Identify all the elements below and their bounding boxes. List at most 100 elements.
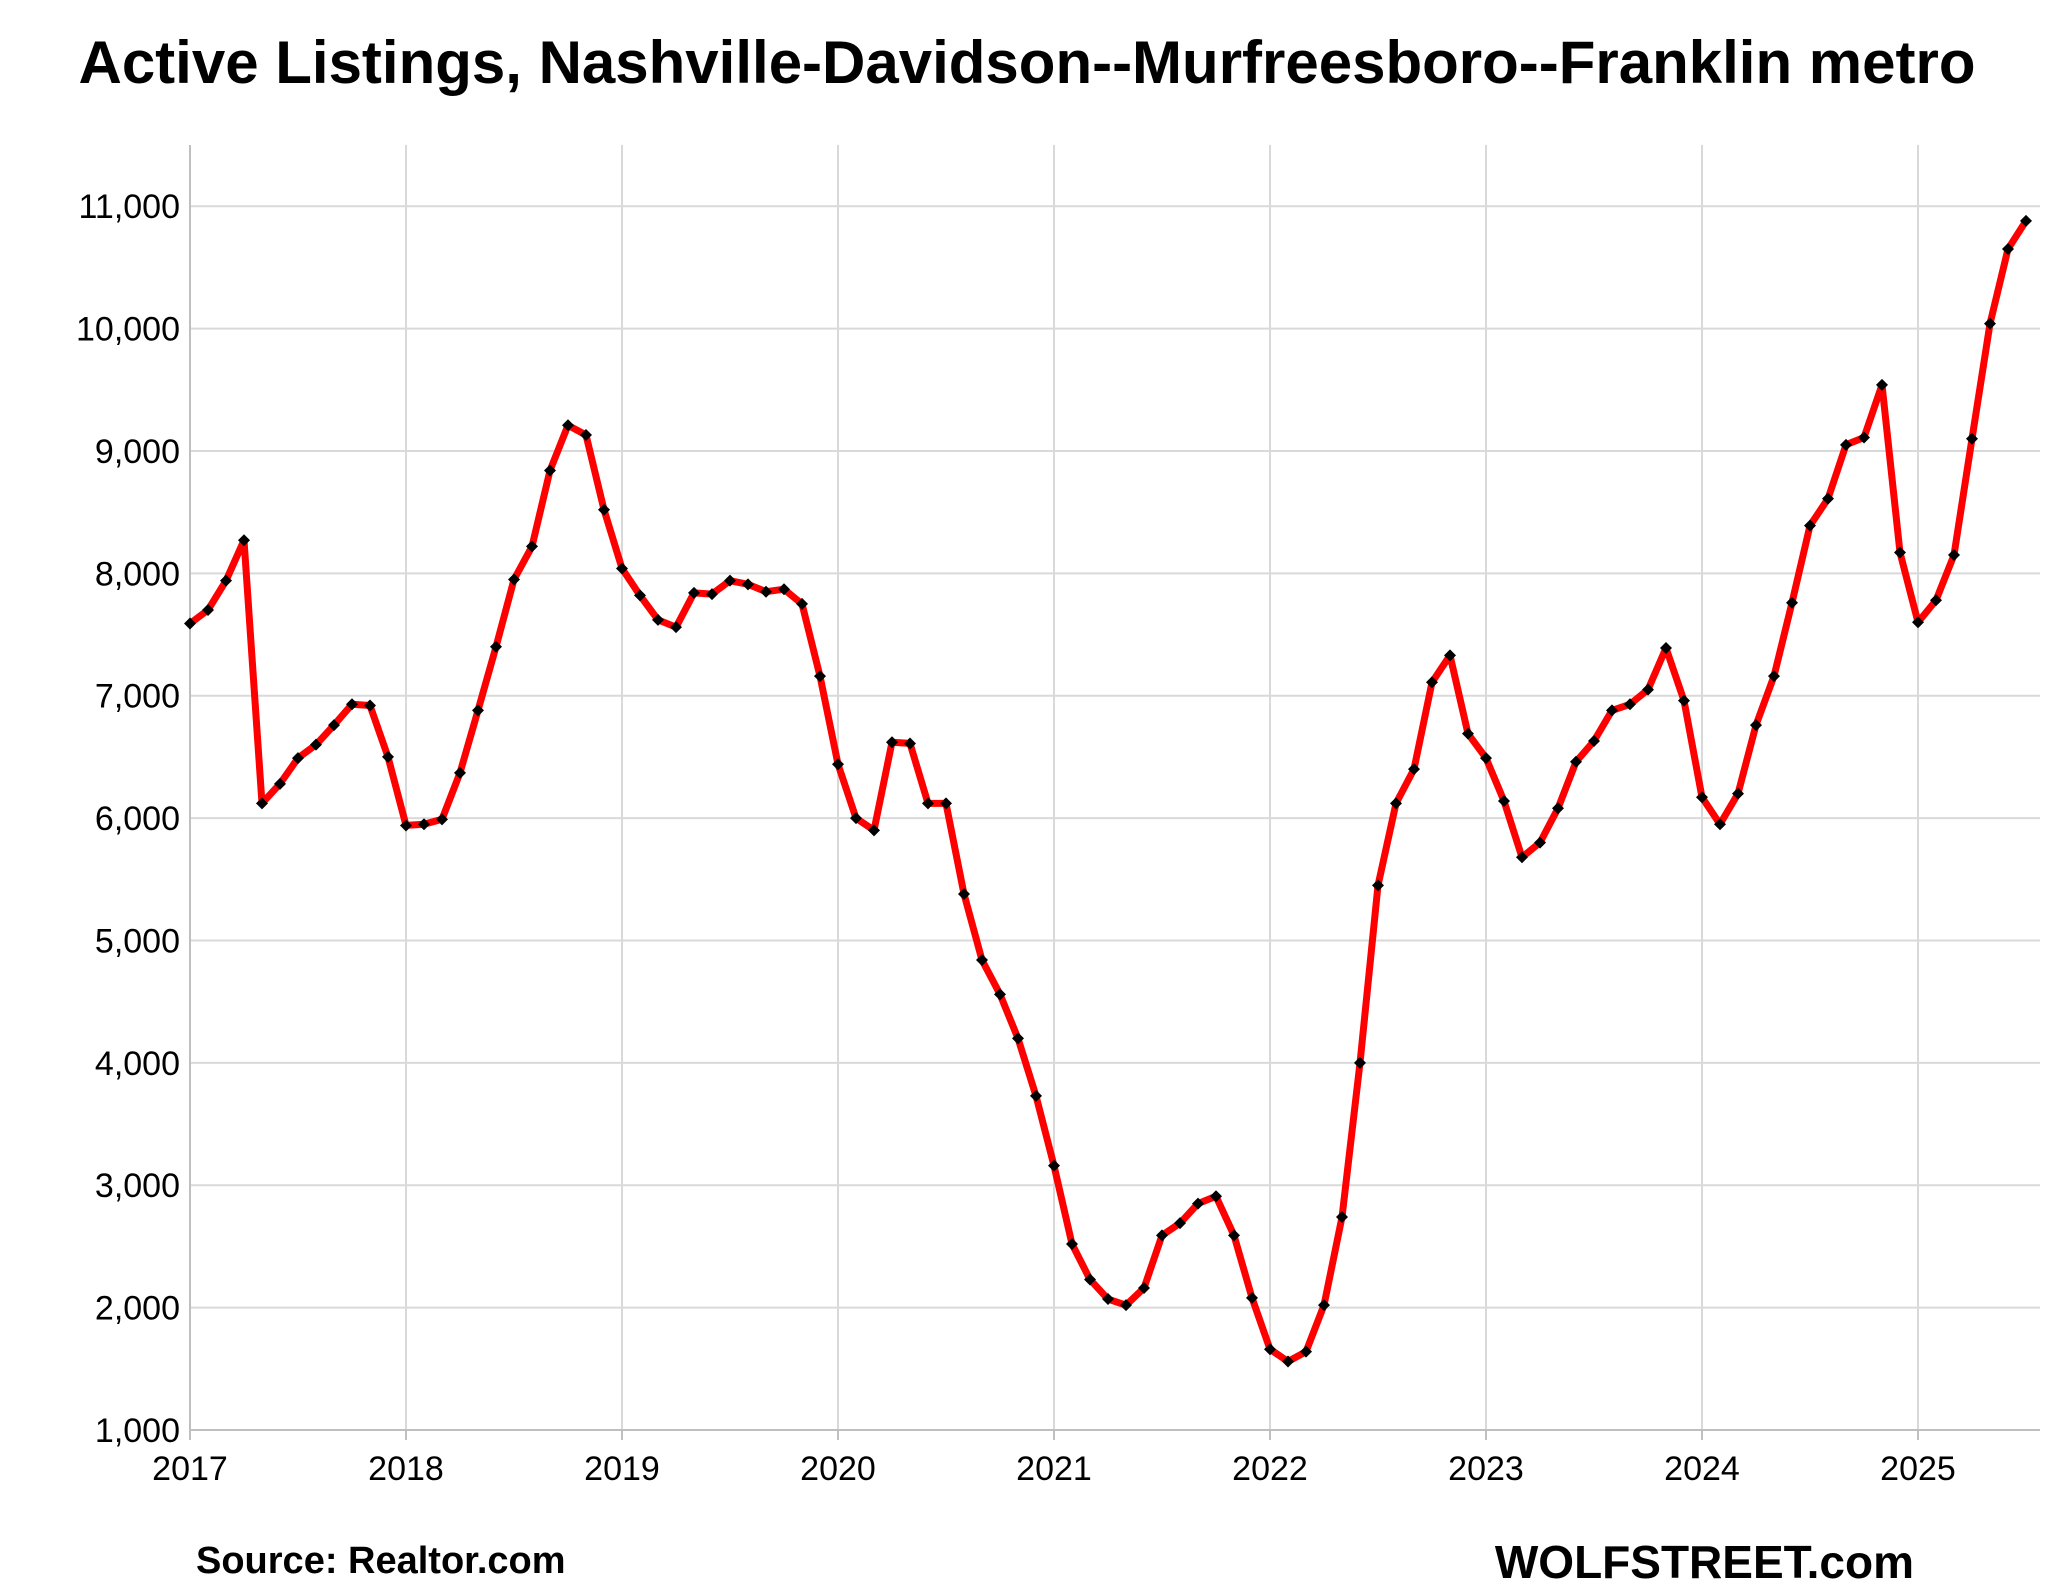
data-point — [1066, 1237, 1078, 1250]
data-point — [1768, 670, 1780, 683]
data-point — [310, 738, 322, 751]
data-point — [706, 588, 718, 601]
data-point — [994, 988, 1006, 1001]
data-point — [1606, 704, 1618, 717]
data-point — [1246, 1291, 1258, 1304]
data-point — [904, 737, 916, 750]
data-point — [1228, 1229, 1240, 1242]
gridlines — [190, 145, 2040, 1430]
data-point — [220, 574, 232, 587]
data-point — [778, 583, 790, 596]
data-point — [1966, 432, 1978, 445]
data-point — [1426, 676, 1438, 689]
data-point — [1462, 727, 1474, 740]
data-point — [1858, 431, 1870, 444]
data-point — [1840, 438, 1852, 451]
data-point — [274, 777, 286, 790]
data-point — [1984, 317, 1996, 330]
data-point — [346, 698, 358, 711]
data-point — [868, 824, 880, 837]
data-point — [1750, 719, 1762, 732]
y-tick-label: 3,000 — [95, 1167, 180, 1205]
data-point — [1138, 1282, 1150, 1295]
chart-title: Active Listings, Nashville-Davidson--Mur… — [78, 29, 1976, 96]
y-tick-label: 6,000 — [95, 800, 180, 838]
data-point — [940, 797, 952, 810]
y-tick-label: 5,000 — [95, 922, 180, 960]
x-tick-label: 2022 — [1232, 1450, 1308, 1488]
x-tick-label: 2021 — [1016, 1450, 1092, 1488]
data-point — [1210, 1190, 1222, 1203]
data-point — [364, 699, 376, 712]
x-tick-label: 2020 — [800, 1450, 876, 1488]
data-point — [1120, 1299, 1132, 1312]
data-point — [652, 613, 664, 626]
series-lines — [186, 217, 2030, 1365]
data-point — [1174, 1217, 1186, 1230]
data-point — [1948, 548, 1960, 561]
data-point — [1030, 1089, 1042, 1102]
data-point — [1930, 594, 1942, 607]
data-point — [238, 534, 250, 547]
data-point — [1084, 1273, 1096, 1286]
data-point — [1516, 851, 1528, 864]
x-tick-label: 2025 — [1880, 1450, 1956, 1488]
axes — [189, 145, 2040, 1440]
data-point — [724, 574, 736, 587]
x-tick-label: 2019 — [584, 1450, 660, 1488]
data-point — [616, 562, 628, 575]
data-point — [292, 752, 304, 765]
data-point — [1642, 683, 1654, 696]
data-point — [1876, 378, 1888, 391]
data-point — [1822, 492, 1834, 505]
data-point — [760, 585, 772, 598]
data-point — [1588, 734, 1600, 747]
data-point — [814, 670, 826, 683]
data-point — [1804, 519, 1816, 532]
y-tick-label: 10,000 — [76, 311, 180, 349]
y-tick-label: 11,000 — [79, 188, 180, 226]
data-point — [454, 766, 466, 779]
data-point — [1102, 1293, 1114, 1306]
data-point — [1156, 1229, 1168, 1242]
data-point — [1336, 1211, 1348, 1224]
data-point — [184, 617, 196, 630]
data-point — [400, 819, 412, 832]
data-point — [1300, 1345, 1312, 1358]
data-point — [922, 797, 934, 810]
data-point — [1390, 797, 1402, 810]
data-point — [544, 464, 556, 477]
data-point — [1264, 1343, 1276, 1356]
data-point — [670, 621, 682, 634]
data-point — [1696, 791, 1708, 804]
data-point — [1732, 787, 1744, 800]
data-point — [382, 750, 394, 763]
data-point — [796, 597, 808, 610]
data-markers — [184, 214, 2032, 1368]
data-point — [832, 758, 844, 771]
data-point — [490, 640, 502, 653]
data-point — [2002, 243, 2014, 256]
y-tick-label: 8,000 — [95, 555, 180, 593]
x-tick-label: 2024 — [1664, 1450, 1740, 1488]
y-tick-labels: 1,000 2,000 3,000 4,000 5,000 6,000 7,000 8,000… — [76, 188, 180, 1450]
y-tick-label: 7,000 — [95, 678, 180, 716]
data-point — [2020, 214, 2032, 227]
data-point — [1552, 802, 1564, 815]
data-point — [436, 813, 448, 826]
data-point — [1480, 752, 1492, 765]
data-point — [958, 887, 970, 900]
data-point — [472, 704, 484, 717]
data-point — [1372, 879, 1384, 892]
y-tick-label: 9,000 — [95, 433, 180, 471]
data-point — [526, 540, 538, 553]
data-point — [1570, 755, 1582, 768]
data-point — [1282, 1355, 1294, 1368]
data-point — [1678, 694, 1690, 707]
data-point — [1714, 818, 1726, 831]
source-note: Source: Realtor.com — [196, 1540, 566, 1582]
data-point — [634, 589, 646, 602]
data-point — [1444, 649, 1456, 662]
data-point — [580, 429, 592, 442]
